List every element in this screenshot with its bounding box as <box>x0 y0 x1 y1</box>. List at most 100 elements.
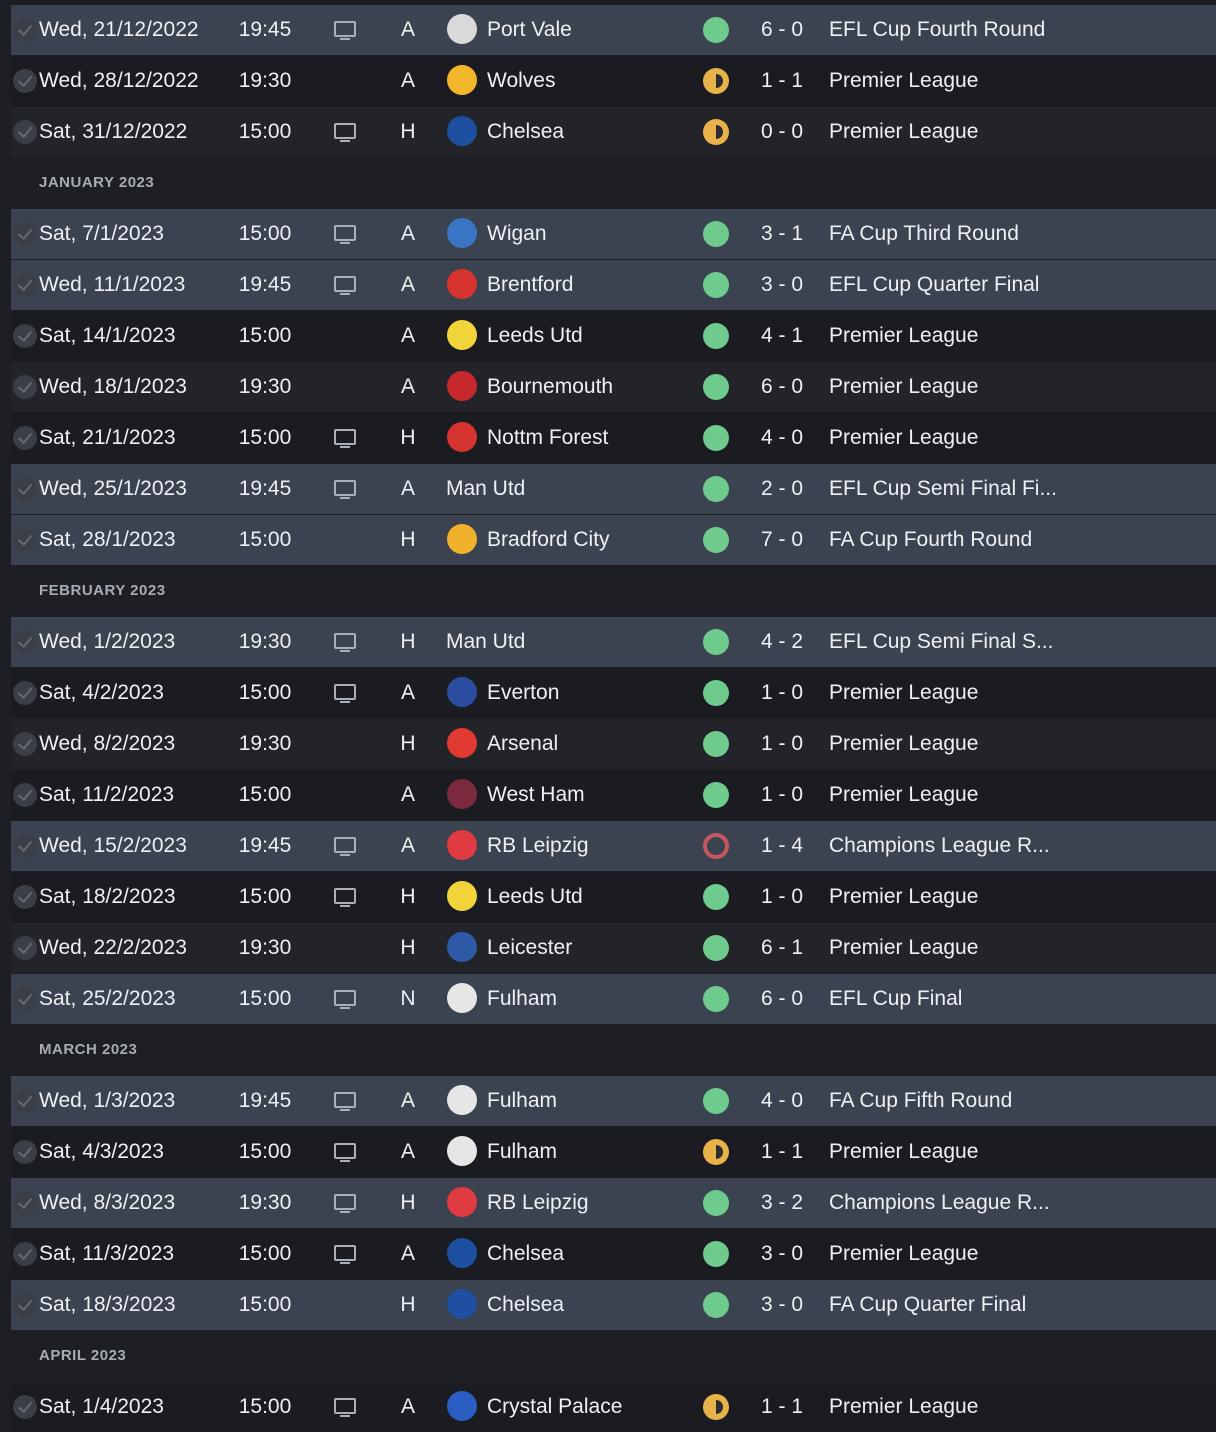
match-score[interactable]: 4 - 1 <box>760 324 804 347</box>
competition-link[interactable]: Premier League <box>829 783 979 806</box>
match-score[interactable]: 6 - 0 <box>760 375 804 398</box>
match-score[interactable]: 2 - 0 <box>760 477 804 500</box>
match-score[interactable]: 3 - 0 <box>760 1242 804 1265</box>
competition-link[interactable]: Premier League <box>829 69 979 92</box>
fixture-row[interactable]: Wed, 8/3/2023 19:30 H RB Leipzig 3 - 2 Champi… <box>11 1178 1216 1228</box>
fixture-row[interactable]: Wed, 25/1/2023 19:45 A Man Utd 2 - 0 EFL Cup … <box>11 464 1216 514</box>
opponent-link[interactable]: Fulham <box>487 1089 558 1112</box>
fixture-row[interactable]: Wed, 11/1/2023 19:45 A Brentford 3 - 0 EFL Cu… <box>11 260 1216 310</box>
competition-link[interactable]: EFL Cup Quarter Final <box>829 273 1040 296</box>
match-score[interactable]: 1 - 1 <box>760 69 804 92</box>
fixture-row[interactable]: Sat, 31/12/2022 15:00 H Chelsea 0 - 0 Premier… <box>11 107 1216 157</box>
fixture-row[interactable]: Sat, 14/1/2023 15:00 A Leeds Utd 4 - 1 Premie… <box>11 311 1216 361</box>
match-score[interactable]: 0 - 0 <box>760 120 804 143</box>
opponent-link[interactable]: Fulham <box>487 1140 558 1163</box>
opponent-link[interactable]: Chelsea <box>487 1293 565 1316</box>
fixture-row[interactable]: Wed, 22/2/2023 19:30 H Leicester 6 - 1 Premie… <box>11 923 1216 973</box>
opponent-link[interactable]: Bournemouth <box>487 375 614 398</box>
opponent-link[interactable]: Nottm Forest <box>487 426 609 449</box>
opponent-link[interactable]: Wigan <box>487 222 547 245</box>
venue: H <box>400 120 416 143</box>
opponent-link[interactable]: Man Utd <box>446 630 526 653</box>
fixture-row[interactable]: Sat, 21/1/2023 15:00 H Nottm Forest 4 - 0 Pre… <box>11 413 1216 463</box>
fixture-row[interactable]: Wed, 21/12/2022 19:45 A Port Vale 6 - 0 EFL C… <box>11 5 1216 55</box>
match-score[interactable]: 3 - 2 <box>760 1191 804 1214</box>
competition-link[interactable]: FA Cup Quarter Final <box>829 1293 1027 1316</box>
fixture-row[interactable]: Wed, 15/2/2023 19:45 A RB Leipzig 1 - 4 Champ… <box>11 821 1216 871</box>
fixture-row[interactable]: Wed, 1/2/2023 19:30 H Man Utd 4 - 2 EFL Cup S… <box>11 617 1216 667</box>
match-score[interactable]: 6 - 0 <box>760 987 804 1010</box>
opponent-link[interactable]: RB Leipzig <box>487 834 589 857</box>
match-score[interactable]: 4 - 0 <box>760 1089 804 1112</box>
competition-link[interactable]: Premier League <box>829 1242 979 1265</box>
match-score[interactable]: 1 - 0 <box>760 681 804 704</box>
competition-link[interactable]: Premier League <box>829 324 979 347</box>
fixture-row[interactable]: Sat, 7/1/2023 15:00 A Wigan 3 - 1 FA Cup Thir… <box>11 209 1216 259</box>
opponent-link[interactable]: Everton <box>487 681 560 704</box>
fixture-row[interactable]: Sat, 4/3/2023 15:00 A Fulham 1 - 1 Premier Le… <box>11 1127 1216 1177</box>
competition-link[interactable]: EFL Cup Semi Final S... <box>829 630 1054 653</box>
match-score[interactable]: 1 - 4 <box>760 834 804 857</box>
opponent-link[interactable]: Leeds Utd <box>487 324 583 347</box>
result-indicator-icon <box>703 5 729 55</box>
competition-link[interactable]: Premier League <box>829 120 979 143</box>
fixture-row[interactable]: Wed, 8/2/2023 19:30 H Arsenal 1 - 0 Premier L… <box>11 719 1216 769</box>
match-score[interactable]: 4 - 0 <box>760 426 804 449</box>
competition-link[interactable]: Champions League R... <box>829 1191 1050 1214</box>
fixture-row[interactable]: Sat, 11/3/2023 15:00 A Chelsea 3 - 0 Premier … <box>11 1229 1216 1279</box>
competition-link[interactable]: Premier League <box>829 426 979 449</box>
match-score[interactable]: 3 - 0 <box>760 273 804 296</box>
opponent-link[interactable]: Man Utd <box>446 477 526 500</box>
match-score[interactable]: 7 - 0 <box>760 528 804 551</box>
competition-link[interactable]: FA Cup Fifth Round <box>829 1089 1013 1112</box>
match-score[interactable]: 3 - 1 <box>760 222 804 245</box>
fixture-row[interactable]: Sat, 1/4/2023 15:00 A Crystal Palace 1 - 1 Pr… <box>11 1382 1216 1432</box>
opponent-link[interactable]: Chelsea <box>487 120 565 143</box>
match-score[interactable]: 1 - 0 <box>760 783 804 806</box>
match-score[interactable]: 1 - 0 <box>760 732 804 755</box>
match-score[interactable]: 6 - 0 <box>760 18 804 41</box>
competition-link[interactable]: Premier League <box>829 732 979 755</box>
match-score[interactable]: 6 - 1 <box>760 936 804 959</box>
venue: A <box>400 783 415 806</box>
match-score[interactable]: 1 - 0 <box>760 885 804 908</box>
opponent-link[interactable]: Fulham <box>487 987 558 1010</box>
opponent-link[interactable]: Wolves <box>487 69 556 92</box>
opponent-link[interactable]: RB Leipzig <box>487 1191 589 1214</box>
competition-link[interactable]: EFL Cup Fourth Round <box>829 18 1046 41</box>
opponent-link[interactable]: Brentford <box>487 273 574 296</box>
fixture-row[interactable]: Sat, 11/2/2023 15:00 A West Ham 1 - 0 Premier… <box>11 770 1216 820</box>
competition-link[interactable]: Premier League <box>829 885 979 908</box>
competition-link[interactable]: EFL Cup Final <box>829 987 963 1010</box>
opponent-link[interactable]: Crystal Palace <box>487 1395 623 1418</box>
competition-link[interactable]: Premier League <box>829 375 979 398</box>
opponent-link[interactable]: West Ham <box>487 783 585 806</box>
fixture-row[interactable]: Sat, 28/1/2023 15:00 H Bradford City 7 - 0 FA… <box>11 515 1216 565</box>
opponent-link[interactable]: Port Vale <box>487 18 572 41</box>
fixture-row[interactable]: Wed, 18/1/2023 19:30 A Bournemouth 6 - 0 Prem… <box>11 362 1216 412</box>
match-score[interactable]: 1 - 1 <box>760 1140 804 1163</box>
competition-link[interactable]: Premier League <box>829 1395 979 1418</box>
match-score[interactable]: 4 - 2 <box>760 630 804 653</box>
competition-link[interactable]: FA Cup Fourth Round <box>829 528 1033 551</box>
competition-link[interactable]: EFL Cup Semi Final Fi... <box>829 477 1057 500</box>
competition-link[interactable]: Champions League R... <box>829 834 1050 857</box>
fixture-row[interactable]: Sat, 18/2/2023 15:00 H Leeds Utd 1 - 0 Premie… <box>11 872 1216 922</box>
match-score[interactable]: 3 - 0 <box>760 1293 804 1316</box>
fixture-row[interactable]: Sat, 25/2/2023 15:00 N Fulham 6 - 0 EFL Cup F… <box>11 974 1216 1024</box>
competition-link[interactable]: Premier League <box>829 936 979 959</box>
match-score[interactable]: 1 - 1 <box>760 1395 804 1418</box>
opponent-link[interactable]: Leicester <box>487 936 573 959</box>
opponent-link[interactable]: Chelsea <box>487 1242 565 1265</box>
opponent-link[interactable]: Bradford City <box>487 528 610 551</box>
fixture-row[interactable]: Wed, 1/3/2023 19:45 A Fulham 4 - 0 FA Cup Fif… <box>11 1076 1216 1126</box>
competition-link[interactable]: Premier League <box>829 681 979 704</box>
fixture-row[interactable]: Wed, 28/12/2022 19:30 A Wolves 1 - 1 Premier … <box>11 56 1216 106</box>
result-indicator-icon <box>703 311 729 361</box>
competition-link[interactable]: FA Cup Third Round <box>829 222 1019 245</box>
fixture-row[interactable]: Sat, 4/2/2023 15:00 A Everton 1 - 0 Premier L… <box>11 668 1216 718</box>
competition-link[interactable]: Premier League <box>829 1140 979 1163</box>
fixture-row[interactable]: Sat, 18/3/2023 15:00 H Chelsea 3 - 0 FA Cup Q… <box>11 1280 1216 1330</box>
opponent-link[interactable]: Arsenal <box>487 732 559 755</box>
opponent-link[interactable]: Leeds Utd <box>487 885 583 908</box>
